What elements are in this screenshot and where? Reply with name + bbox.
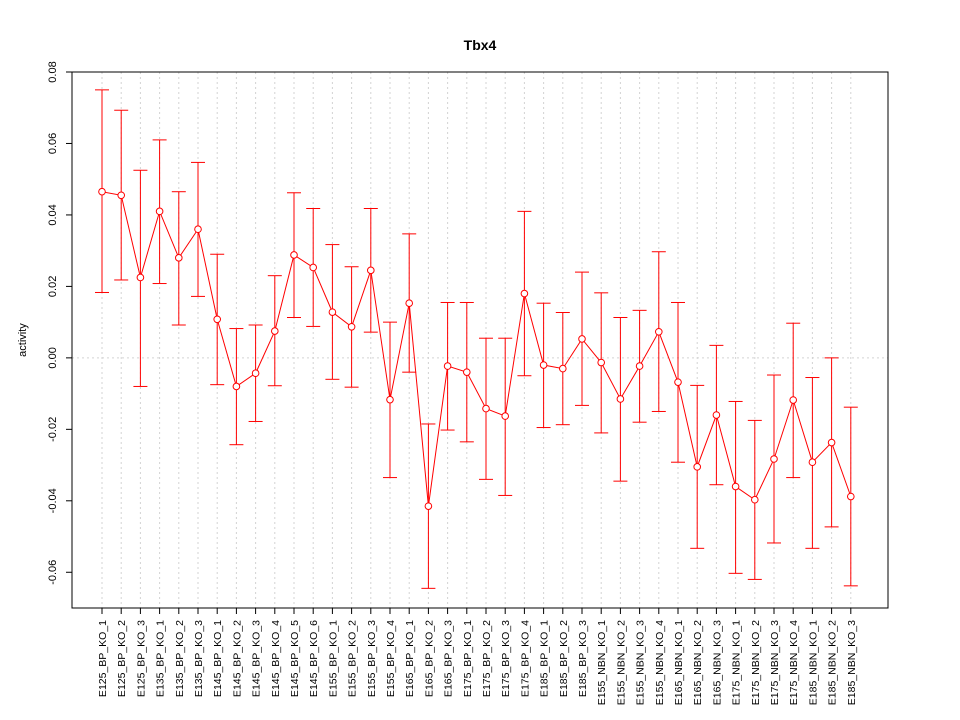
x-tick-label: E185_BP_KO_1 (539, 620, 551, 697)
y-axis-label: activity (17, 323, 29, 357)
x-tick-label: E155_NBN_KO_4 (654, 620, 666, 705)
x-tick-label: E145_BP_KO_3 (251, 620, 263, 697)
x-tick-label: E175_NBN_KO_4 (788, 620, 800, 705)
x-tick-label: E145_BP_KO_4 (270, 620, 282, 697)
data-point (194, 225, 202, 234)
data-point (539, 361, 548, 369)
data-point (712, 411, 721, 419)
x-tick-label: E185_NBN_KO_1 (807, 620, 819, 705)
x-tick-label: E185_BP_KO_2 (558, 620, 570, 697)
x-tick-label: E175_NBN_KO_3 (769, 620, 781, 705)
x-tick-label: E155_BP_KO_3 (366, 620, 378, 697)
data-point (328, 308, 337, 316)
x-tick-label: E135_BP_KO_3 (193, 620, 205, 697)
x-tick-label: E145_BP_KO_6 (308, 620, 320, 697)
data-point (347, 322, 356, 331)
data-point (789, 396, 798, 404)
x-tick-label: E155_BP_KO_4 (385, 620, 397, 697)
plot-frame (71, 71, 889, 609)
chart-title: Tbx4 (464, 37, 497, 53)
x-tick-label: E145_BP_KO_2 (231, 620, 243, 697)
data-point (290, 251, 298, 259)
x-tick-label: E155_BP_KO_2 (347, 620, 359, 697)
data-point (424, 502, 433, 510)
x-tick-label: E165_BP_KO_2 (423, 620, 435, 697)
x-tick-label: E155_NBN_KO_3 (635, 620, 647, 705)
y-tick-label: 0.02 (47, 276, 59, 297)
data-point (616, 395, 625, 403)
x-tick-label: E145_BP_KO_5 (289, 620, 301, 697)
x-tick-label: E165_BP_KO_1 (404, 620, 416, 697)
data-point (501, 412, 510, 420)
data-point (770, 455, 778, 463)
x-tick-label: E175_BP_KO_4 (519, 620, 531, 697)
x-tick-label: E175_NBN_KO_1 (731, 620, 743, 705)
data-point (635, 362, 644, 370)
data-point (693, 463, 702, 471)
data-point (175, 254, 183, 262)
grid (72, 72, 888, 608)
x-tick-label: E135_BP_KO_1 (155, 620, 167, 697)
data-point (213, 315, 221, 324)
data-point (847, 492, 855, 501)
x-tick-label: E185_BP_KO_3 (577, 620, 589, 697)
x-tick-label: E165_NBN_KO_3 (711, 620, 723, 705)
data-point (808, 458, 817, 467)
y-tick-label: -0.06 (47, 560, 59, 585)
data-point (309, 263, 318, 272)
axes: -0.06 -0.04 -0.02 0.00 0.02 0.04 0.06 0.08 E125_… (47, 61, 858, 705)
x-tick-label: E175_BP_KO_1 (462, 620, 474, 697)
data-point (559, 364, 567, 373)
series-line (101, 191, 852, 507)
data-point (731, 482, 740, 491)
x-tick-label: E165_NBN_KO_2 (692, 620, 704, 705)
data-point (405, 299, 414, 307)
data-point (578, 335, 586, 343)
x-tick-label: E175_NBN_KO_2 (750, 620, 762, 705)
y-tick-label: 0.06 (47, 133, 59, 154)
x-tick-label: E185_NBN_KO_3 (846, 620, 858, 705)
data-point (271, 327, 279, 335)
x-tick-label: E125_BP_KO_1 (97, 620, 109, 697)
data-point (386, 395, 394, 404)
data-point (98, 187, 106, 196)
data-point (655, 327, 663, 336)
y-tick-label: 0.04 (47, 204, 59, 225)
data-point (520, 289, 529, 298)
x-tick-label: E185_NBN_KO_2 (827, 620, 839, 705)
data-point (251, 369, 260, 378)
data-point (117, 191, 125, 200)
x-tick-label: E125_BP_KO_3 (135, 620, 147, 697)
data-point (827, 438, 836, 447)
data-point (751, 495, 759, 504)
data-point (232, 382, 241, 391)
x-tick-label: E165_BP_KO_3 (443, 620, 455, 697)
data-point (155, 207, 164, 216)
data-point (443, 362, 452, 370)
y-tick-label: 0.00 (47, 347, 59, 368)
x-tick-label: E175_BP_KO_2 (481, 620, 493, 697)
x-tick-label: E135_BP_KO_2 (174, 620, 186, 697)
series (95, 89, 858, 589)
y-tick-label: -0.02 (47, 417, 59, 442)
x-tick-label: E175_BP_KO_3 (500, 620, 512, 697)
x-tick-label: E155_BP_KO_1 (327, 620, 339, 697)
data-point (674, 378, 682, 386)
data-point (136, 273, 145, 282)
y-tick-label: 0.08 (47, 61, 59, 82)
x-tick-label: E145_BP_KO_1 (212, 620, 224, 697)
data-point (597, 358, 606, 367)
x-tick-label: E155_NBN_KO_2 (615, 620, 627, 705)
x-tick-label: E155_NBN_KO_1 (596, 620, 608, 705)
data-point (463, 368, 471, 376)
x-tick-label: E165_NBN_KO_1 (673, 620, 685, 705)
data-point (482, 404, 490, 413)
x-tick-label: E125_BP_KO_2 (116, 620, 128, 697)
data-point (367, 266, 375, 275)
y-tick-label: -0.04 (47, 488, 59, 513)
